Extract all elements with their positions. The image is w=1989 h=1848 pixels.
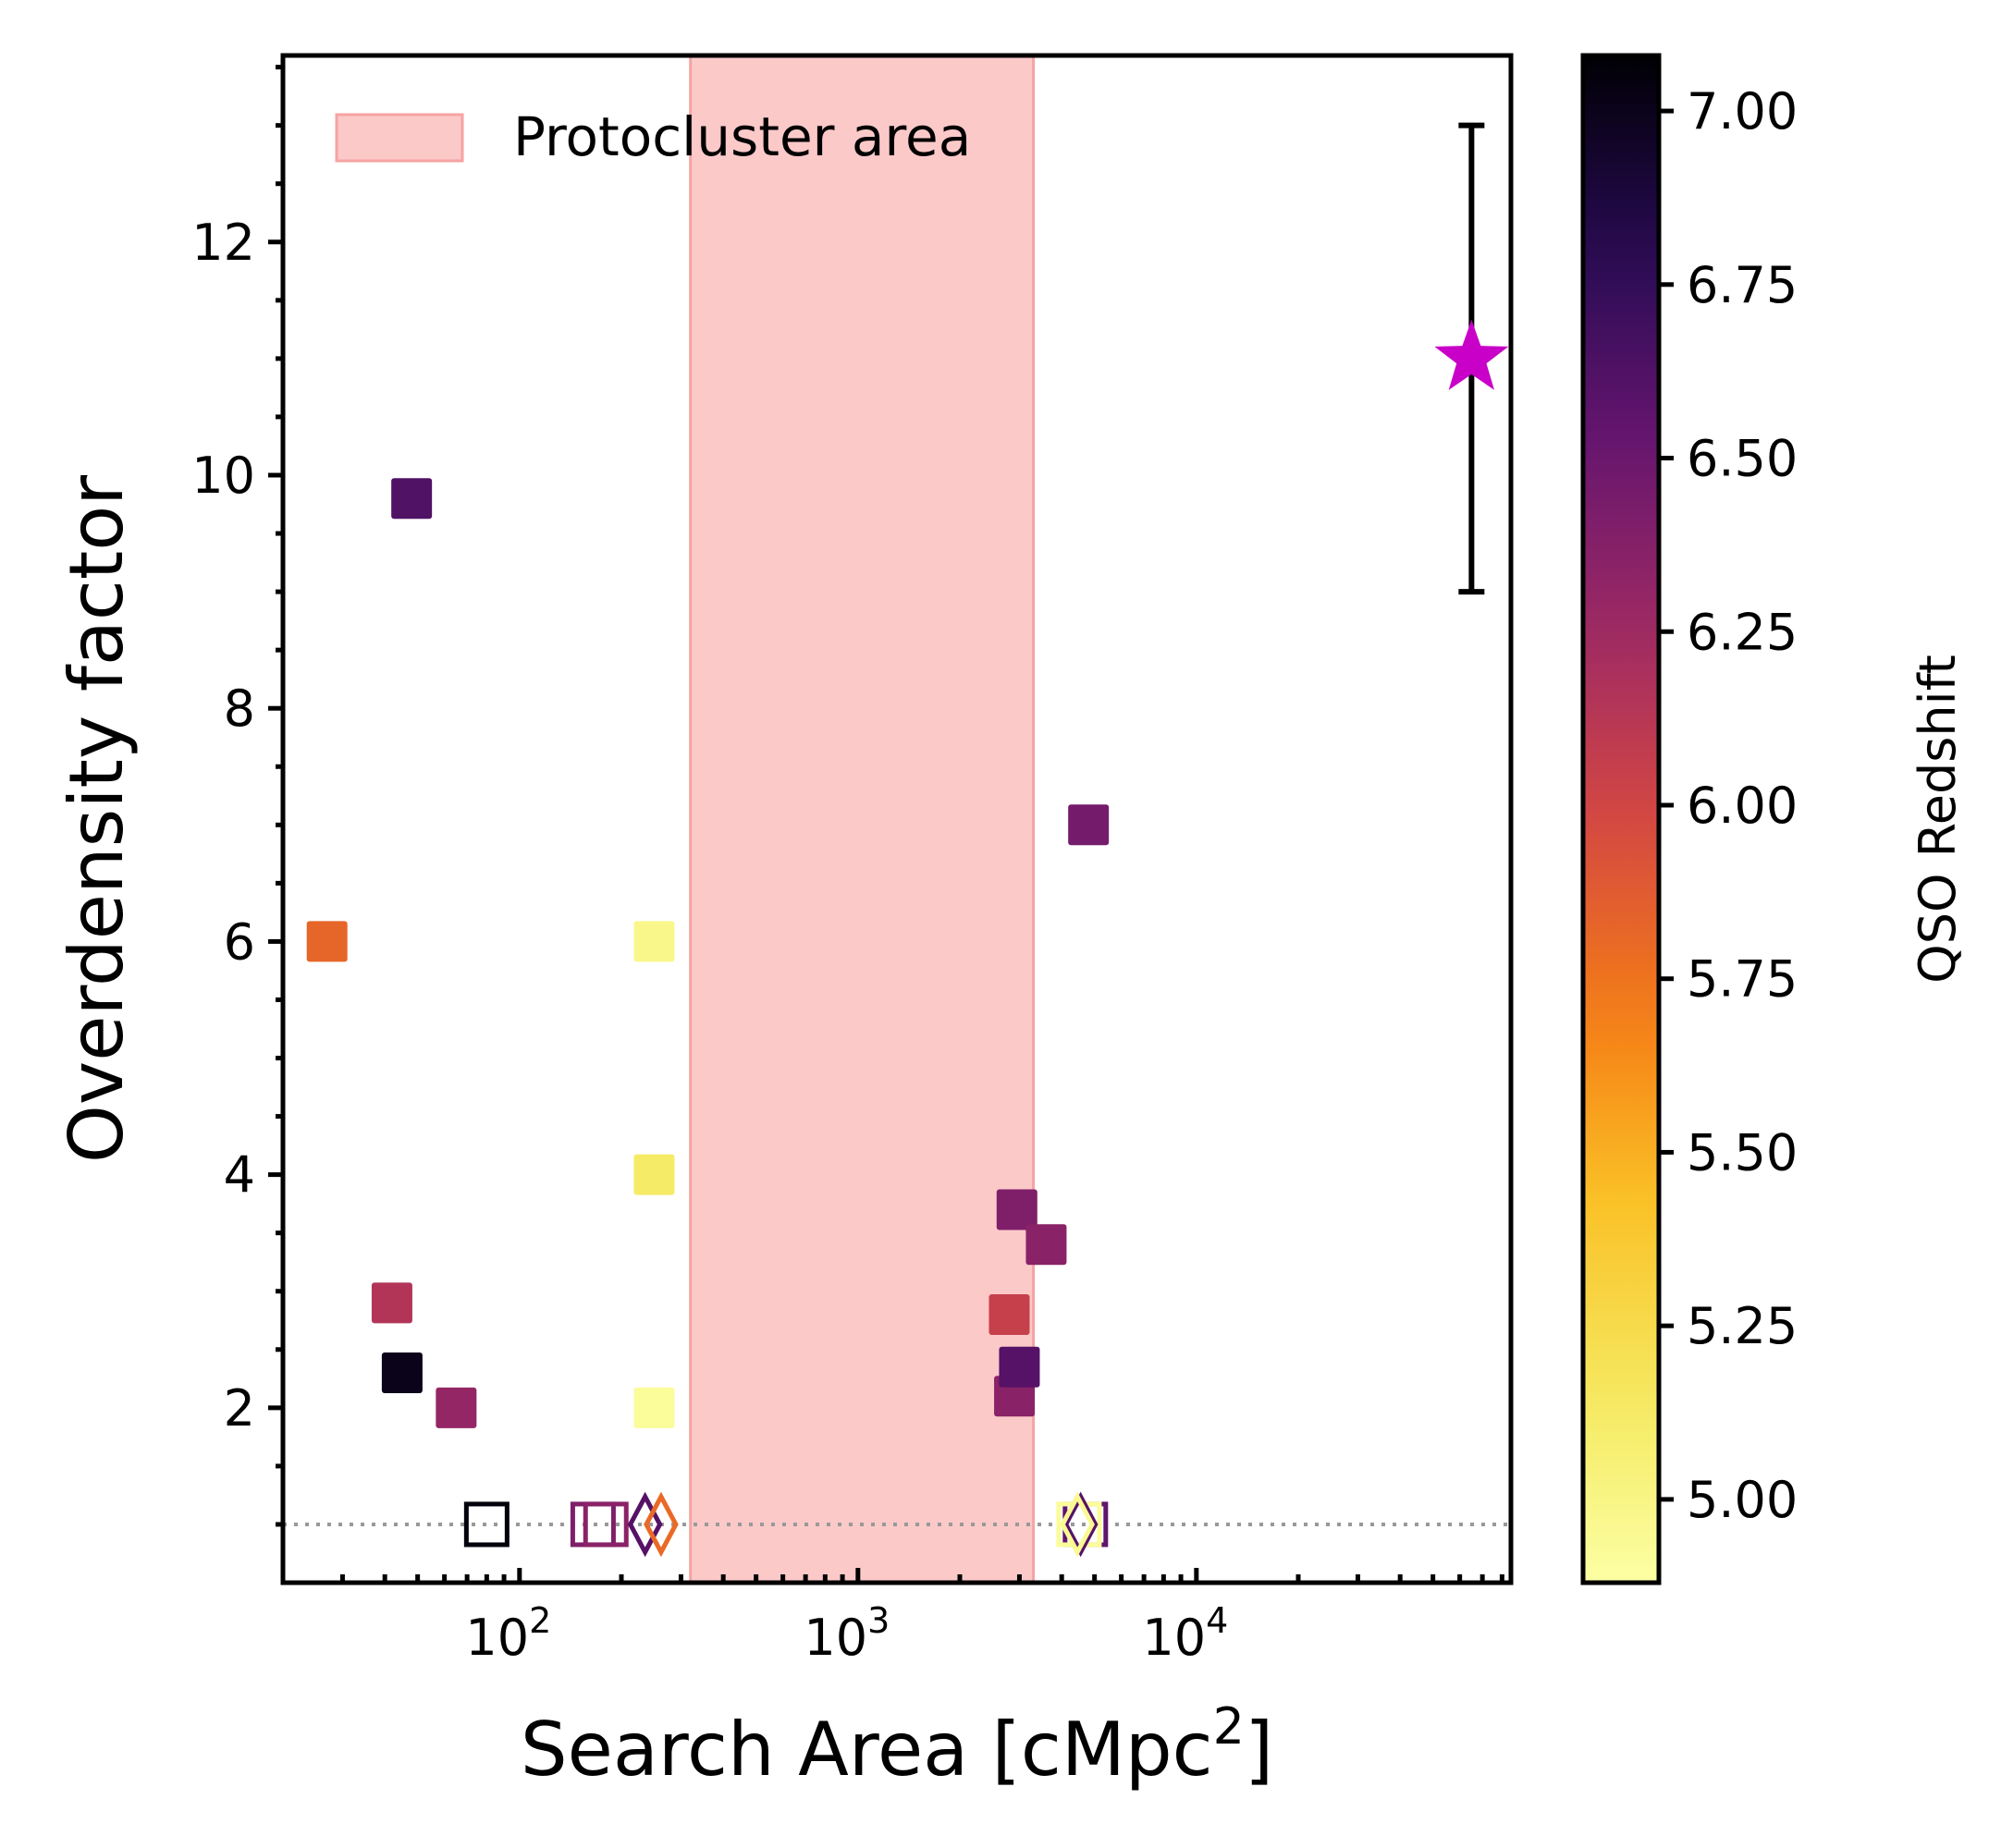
data-point-square xyxy=(633,1154,675,1195)
colorbar: 5.00 5.25 5.50 5.75 6.00 6.25 6.50 6.75 7.00 QSO… xyxy=(1580,53,1967,1585)
colorbar-tick-label: 5.00 xyxy=(1687,1471,1798,1529)
colorbar-tick-label: 6.25 xyxy=(1687,603,1798,661)
plot-frame xyxy=(280,53,1514,1585)
y-axis-title: Overdensity factor xyxy=(54,475,140,1163)
data-point-square xyxy=(306,921,348,962)
colorbar-tick-label: 6.00 xyxy=(1687,777,1798,835)
colorbar-tick-label: 6.50 xyxy=(1687,430,1798,488)
x-tick-label: 103 xyxy=(804,1600,890,1667)
data-point-square xyxy=(371,1282,412,1324)
limit-point-diamond xyxy=(1062,1491,1099,1558)
data-point-square xyxy=(996,1189,1037,1230)
colorbar-title: QSO Redshift xyxy=(1909,655,1967,984)
data-point-square xyxy=(1068,804,1110,846)
colorbar-tick-label: 6.75 xyxy=(1687,256,1798,314)
y-tick-label: 10 xyxy=(191,447,255,505)
legend: Protocluster area xyxy=(335,105,971,168)
x-axis-title: Search Area [cMpc2] xyxy=(521,1697,1273,1793)
x-axis-title-main: Search Area [cMpc xyxy=(521,1707,1213,1793)
data-point-square xyxy=(381,1352,423,1394)
data-point-square xyxy=(391,478,433,520)
legend-patch xyxy=(335,113,464,163)
limit-point-square xyxy=(463,1501,510,1548)
x-tick-label: 102 xyxy=(465,1600,551,1667)
limit-point-diamond xyxy=(627,1491,663,1558)
plot-area: 102 103 104 2 4 6 8 10 12 xyxy=(191,53,1514,1667)
data-point-square xyxy=(633,1387,675,1428)
x-tick-label: 104 xyxy=(1142,1600,1228,1667)
data-point-square xyxy=(633,921,675,962)
limit-point-square xyxy=(583,1501,629,1548)
colorbar-tick-label: 5.50 xyxy=(1687,1123,1798,1181)
data-point-star xyxy=(1434,319,1509,390)
data-point-square xyxy=(988,1293,1030,1335)
y-tick-label: 8 xyxy=(224,679,255,738)
legend-label: Protocluster area xyxy=(513,105,971,168)
limit-point-diamond xyxy=(1060,1491,1095,1558)
x-axis-title-sup: 2 xyxy=(1213,1697,1245,1756)
y-tick-label: 4 xyxy=(224,1146,255,1205)
x-axis-title-close: ] xyxy=(1245,1707,1273,1793)
limit-point-diamond xyxy=(644,1491,679,1558)
data-point-square xyxy=(999,1346,1040,1388)
protocluster-area-band xyxy=(689,55,1036,1583)
y-tick-label: 12 xyxy=(191,214,255,272)
colorbar-tick-label: 7.00 xyxy=(1687,82,1798,141)
y-tick-label: 6 xyxy=(224,912,255,971)
y-tick-label: 2 xyxy=(224,1379,255,1438)
data-point-square xyxy=(436,1387,477,1428)
colorbar-gradient xyxy=(1580,53,1662,1585)
colorbar-tick-label: 5.25 xyxy=(1687,1297,1798,1355)
colorbar-tick-label: 5.75 xyxy=(1687,950,1798,1009)
data-point-square xyxy=(1025,1224,1067,1266)
